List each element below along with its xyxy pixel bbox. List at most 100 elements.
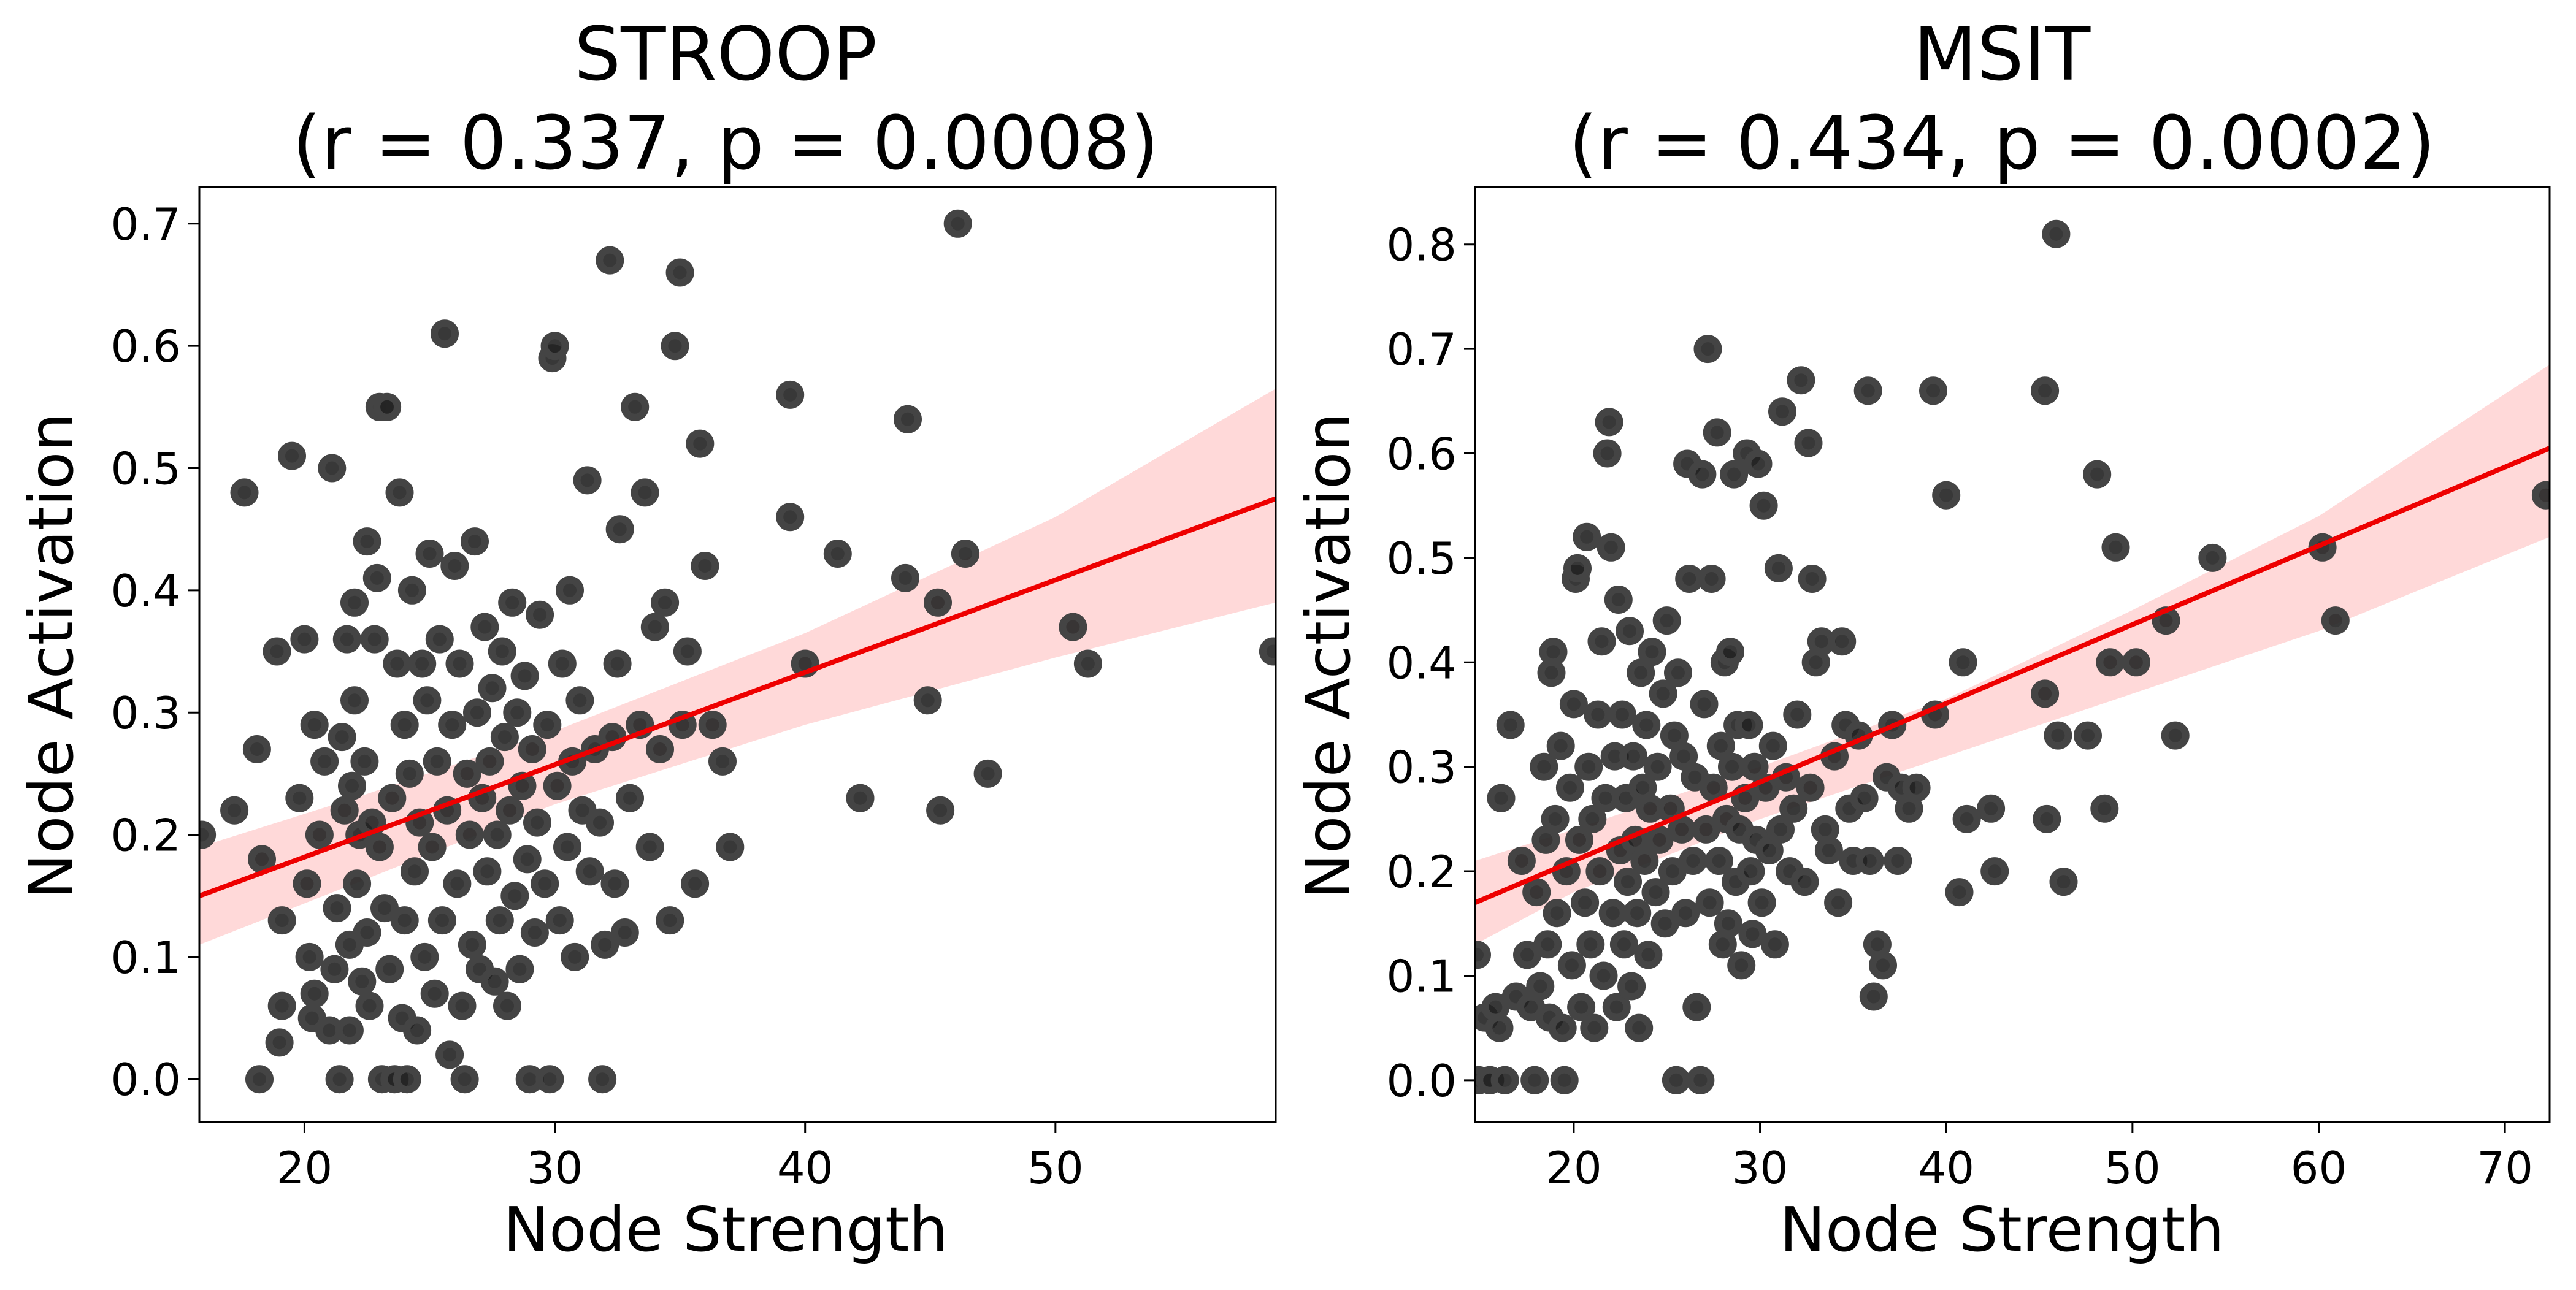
msit-data-point xyxy=(1604,586,1633,614)
stroop-data-point xyxy=(353,918,381,947)
msit-data-point xyxy=(1595,408,1623,437)
msit-data-point xyxy=(1638,638,1666,666)
stroop-data-point xyxy=(443,869,472,898)
stroop-data-point xyxy=(776,380,805,409)
msit-data-point xyxy=(1720,460,1749,489)
stroop-data-point xyxy=(325,1065,354,1094)
stroop-data-point xyxy=(640,613,669,641)
stroop-data-point xyxy=(413,686,442,715)
stroop-data-point xyxy=(397,576,426,605)
msit-data-point xyxy=(2096,648,2125,677)
msit-data-point xyxy=(1567,993,1596,1021)
msit-data-point xyxy=(1768,397,1796,426)
stroop-data-point xyxy=(410,942,439,971)
msit-data-point xyxy=(2031,679,2060,708)
stroop-data-point xyxy=(631,478,659,507)
stroop-data-point xyxy=(370,894,399,923)
stroop-data-point xyxy=(531,869,559,898)
msit-data-point xyxy=(1932,481,1961,510)
stroop-data-point xyxy=(646,735,674,763)
stroop-data-point xyxy=(453,759,481,788)
stroop-data-point xyxy=(661,332,689,361)
msit-data-point xyxy=(1814,836,1843,864)
stroop-data-point xyxy=(846,784,875,812)
stroop-data-point xyxy=(610,918,639,947)
stroop-data-point xyxy=(621,392,650,421)
stroop-title-line1: STROOP xyxy=(574,12,877,97)
msit-data-point xyxy=(1632,711,1661,739)
msit-data-point xyxy=(1513,941,1541,969)
stroop-data-point xyxy=(423,747,451,776)
stroop-data-point xyxy=(332,625,361,654)
stroop-data-point xyxy=(1259,637,1276,666)
stroop-data-point xyxy=(338,771,366,800)
msit-data-point xyxy=(1574,752,1603,781)
stroop-data-point xyxy=(575,857,604,886)
stroop-data-point xyxy=(265,1028,294,1057)
stroop-data-point xyxy=(913,686,942,715)
stroop-data-point xyxy=(535,1065,564,1094)
stroop-data-point xyxy=(348,967,377,996)
stroop-data-point xyxy=(415,540,444,568)
stroop-data-point xyxy=(505,955,534,983)
msit-data-point xyxy=(1952,804,1981,833)
stroop-data-point xyxy=(393,1065,421,1094)
stroop-data-point xyxy=(510,662,539,690)
stroop-data-point xyxy=(335,930,364,959)
stroop-data-point xyxy=(360,625,389,654)
stroop-data-point xyxy=(480,967,509,996)
stroop-data-point xyxy=(295,942,324,971)
stroop-data-point xyxy=(496,796,524,825)
stroop-data-point xyxy=(438,711,467,739)
stroop-data-point xyxy=(343,869,372,898)
msit-data-point xyxy=(1699,773,1728,802)
stroop-data-point xyxy=(485,906,514,935)
stroop-data-point xyxy=(355,991,384,1020)
msit-data-point xyxy=(1740,752,1769,781)
msit-y-tick-label: 0.1 xyxy=(1386,950,1457,1002)
msit-axes-frame xyxy=(1474,186,2551,1123)
stroop-data-point xyxy=(390,906,419,935)
msit-y-tick-label: 0.7 xyxy=(1386,324,1457,375)
stroop-data-point xyxy=(490,723,519,752)
msit-data-point xyxy=(1598,899,1627,928)
msit-data-point xyxy=(1855,847,1884,875)
msit-data-point xyxy=(1546,731,1575,760)
msit-data-point xyxy=(1559,690,1588,719)
msit-data-point xyxy=(2122,648,2150,677)
stroop-data-point xyxy=(708,747,737,776)
stroop-data-point xyxy=(588,1065,617,1094)
msit-data-point xyxy=(1758,731,1787,760)
stroop-x-axis-label: Node Strength xyxy=(503,1194,948,1265)
stroop-data-point xyxy=(520,918,549,947)
msit-data-point xyxy=(1744,449,1773,478)
stroop-data-point xyxy=(350,747,379,776)
stroop-data-point xyxy=(548,649,577,678)
msit-data-point xyxy=(1869,951,1897,980)
stroop-data-layer xyxy=(199,209,1276,1094)
stroop-data-point xyxy=(458,930,486,959)
stroop-data-point xyxy=(600,869,629,898)
stroop-data-point xyxy=(300,979,329,1008)
stroop-data-point xyxy=(561,942,589,971)
stroop-panel: STROOP (r = 0.337, p = 0.0008) Node Stre… xyxy=(15,12,1277,1265)
msit-data-point xyxy=(1884,847,1912,875)
stroop-title-line2: (r = 0.337, p = 0.0008) xyxy=(293,101,1159,186)
stroop-data-point xyxy=(698,711,727,739)
stroop-data-point xyxy=(616,784,644,812)
stroop-data-point xyxy=(403,1016,432,1045)
stroop-data-point xyxy=(924,588,952,617)
msit-data-point xyxy=(1490,1066,1519,1094)
stroop-data-point xyxy=(488,637,516,666)
msit-regression-line xyxy=(1475,446,2550,905)
msit-y-tick-label: 0.8 xyxy=(1386,219,1457,271)
stroop-data-point xyxy=(267,991,296,1020)
msit-data-point xyxy=(1609,930,1638,959)
msit-data-point xyxy=(1690,690,1719,719)
stroop-data-point xyxy=(894,405,922,433)
msit-data-point xyxy=(1949,648,1977,677)
stroop-data-point xyxy=(691,552,719,580)
msit-data-point xyxy=(1496,711,1525,739)
msit-title-line2: (r = 0.434, p = 0.0002) xyxy=(1569,101,2436,186)
